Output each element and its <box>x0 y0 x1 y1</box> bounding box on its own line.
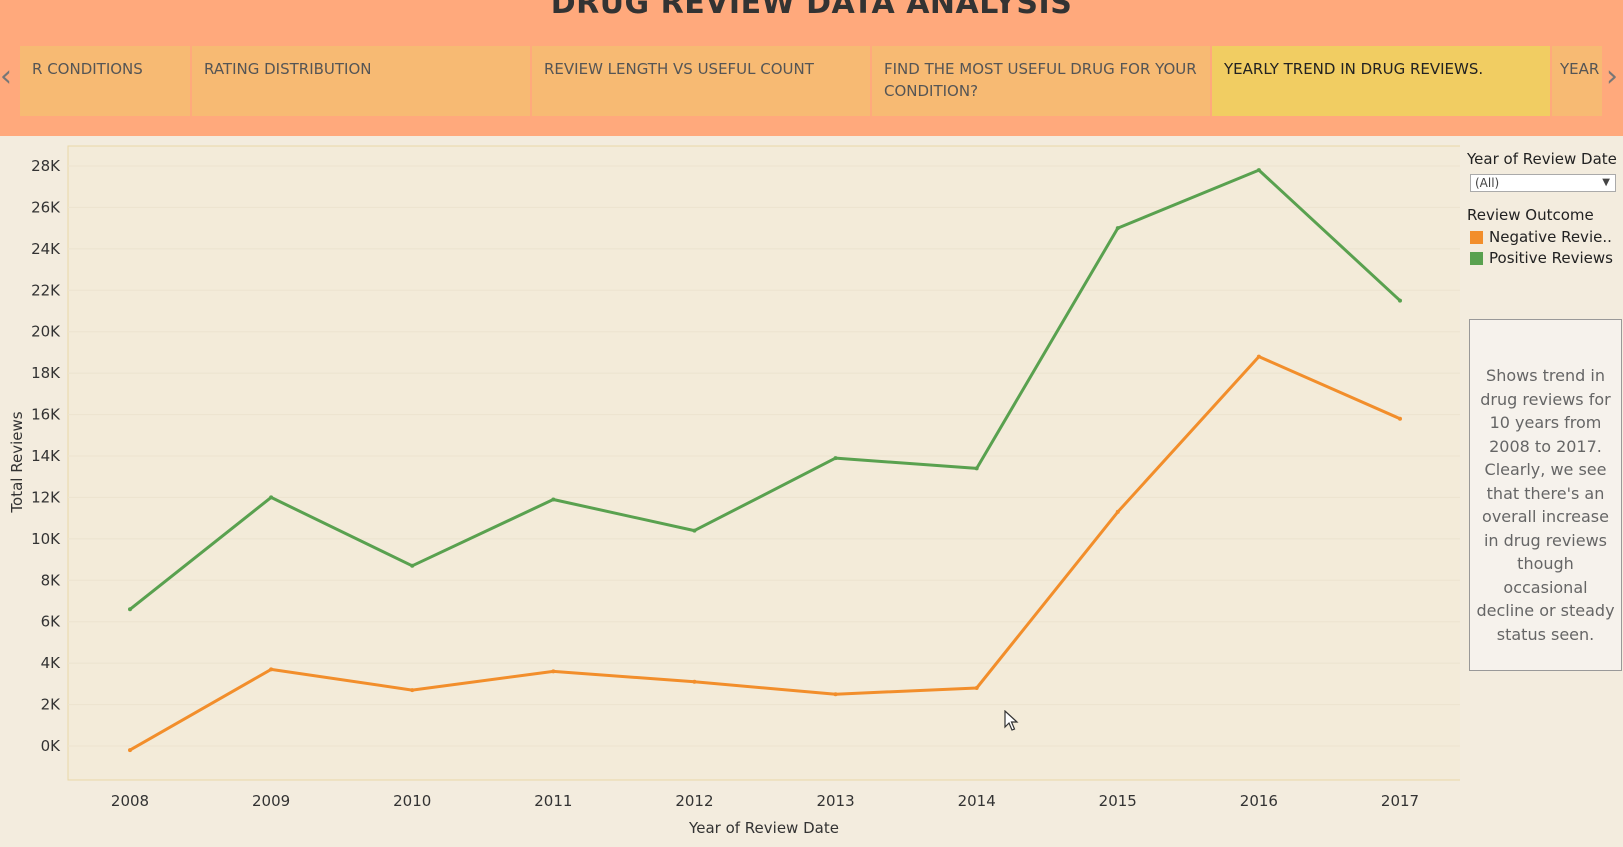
tab-conditions[interactable]: R CONDITIONS <box>20 46 190 116</box>
data-point[interactable] <box>410 563 415 568</box>
x-tick-label: 2012 <box>675 792 713 810</box>
x-tick-label: 2015 <box>1099 792 1137 810</box>
data-point[interactable] <box>269 667 274 672</box>
x-tick-label: 2016 <box>1240 792 1278 810</box>
data-point[interactable] <box>551 669 556 674</box>
series-lines <box>128 168 1402 753</box>
y-tick-label: 26K <box>31 198 61 216</box>
y-tick-label: 6K <box>41 613 62 631</box>
dashboard-title: DRUG REVIEW DATA ANALYSIS <box>550 0 1073 21</box>
x-tick-label: 2010 <box>393 792 431 810</box>
x-tick-label: 2013 <box>816 792 854 810</box>
y-tick-label: 22K <box>31 281 61 299</box>
legend-swatch-negative <box>1470 230 1483 244</box>
data-point[interactable] <box>128 748 132 753</box>
plot-area <box>67 145 1460 781</box>
filter-label: Year of Review Date <box>1467 150 1617 168</box>
y-tick-label: 8K <box>41 571 62 589</box>
dashboard-header: DRUG REVIEW DATA ANALYSIS ‹ R CONDITIONS… <box>0 0 1623 136</box>
y-tick-label: 28K <box>31 157 61 175</box>
y-tick-label: 2K <box>41 696 62 714</box>
legend-item-negative[interactable]: Negative Revie.. <box>1470 228 1612 246</box>
chevron-down-icon: ▼ <box>1602 177 1610 188</box>
data-point[interactable] <box>692 528 697 533</box>
x-axis-title: Year of Review Date <box>688 819 839 837</box>
y-tick-label: 14K <box>31 447 61 465</box>
grid-lines <box>68 165 1460 747</box>
legend-item-positive[interactable]: Positive Reviews <box>1470 249 1613 267</box>
tab-review-length[interactable]: REVIEW LENGTH VS USEFUL COUNT <box>532 46 870 116</box>
y-tick-label: 24K <box>31 240 61 258</box>
tab-rating-distribution[interactable]: RATING DISTRIBUTION <box>192 46 530 116</box>
series-line-positive[interactable] <box>129 168 1402 611</box>
data-point[interactable] <box>1256 354 1261 359</box>
data-point[interactable] <box>1115 509 1120 514</box>
tab-year[interactable]: YEAR <box>1552 46 1602 116</box>
data-point[interactable] <box>410 688 415 693</box>
x-tick-label: 2017 <box>1381 792 1419 810</box>
mouse-cursor-icon <box>1004 710 1019 731</box>
y-tick-label: 12K <box>31 488 61 506</box>
data-point[interactable] <box>833 456 838 461</box>
data-point[interactable] <box>1115 226 1120 231</box>
y-tick-label: 4K <box>41 654 62 672</box>
description-note: Shows trend in drug reviews for 10 years… <box>1469 319 1622 671</box>
x-tick-label: 2011 <box>534 792 572 810</box>
y-tick-label: 20K <box>31 323 61 341</box>
data-point[interactable] <box>974 466 979 471</box>
tab-most-useful-drug[interactable]: FIND THE MOST USEFUL DRUG FOR YOUR CONDI… <box>872 46 1210 116</box>
data-point[interactable] <box>833 692 838 697</box>
data-point[interactable] <box>551 497 556 502</box>
data-point[interactable] <box>974 686 979 690</box>
tab-yearly-trend[interactable]: YEARLY TREND IN DRUG REVIEWS. <box>1212 46 1550 116</box>
data-point[interactable] <box>1398 298 1402 303</box>
y-tick-label: 0K <box>41 737 62 755</box>
data-point[interactable] <box>128 607 132 612</box>
y-axis-title: Total Reviews <box>8 411 26 513</box>
year-filter-value: (All) <box>1475 176 1500 190</box>
y-tick-label: 18K <box>31 364 61 382</box>
x-axis: 2008 2009 2010 2011 2012 2013 2014 2015 2016 2017 <box>111 792 1419 810</box>
legend-title: Review Outcome <box>1467 206 1594 224</box>
y-tick-label: 10K <box>31 530 61 548</box>
next-tab-arrow-icon[interactable]: › <box>1606 59 1618 94</box>
legend-label-positive: Positive Reviews <box>1489 249 1613 267</box>
x-tick-label: 2014 <box>958 792 996 810</box>
legend-label-negative: Negative Revie.. <box>1489 228 1612 246</box>
year-filter-select[interactable]: (All) ▼ <box>1470 174 1616 192</box>
legend-swatch-positive <box>1470 251 1483 265</box>
prev-tab-arrow-icon[interactable]: ‹ <box>0 59 12 94</box>
line-chart: 0K 2K 4K 6K 8K 10K 12K 14K 16K 18K 20K 22K 24K 26K 28K… <box>8 145 1460 837</box>
series-line-negative[interactable] <box>129 355 1401 752</box>
x-tick-label: 2009 <box>252 792 290 810</box>
data-point[interactable] <box>692 679 697 684</box>
data-point[interactable] <box>269 495 274 500</box>
data-point[interactable] <box>1256 168 1261 173</box>
data-point[interactable] <box>1398 416 1402 421</box>
x-tick-label: 2008 <box>111 792 149 810</box>
y-tick-label: 16K <box>31 406 61 424</box>
y-axis: 0K 2K 4K 6K 8K 10K 12K 14K 16K 18K 20K 22K 24K 26K 28K <box>31 157 61 755</box>
